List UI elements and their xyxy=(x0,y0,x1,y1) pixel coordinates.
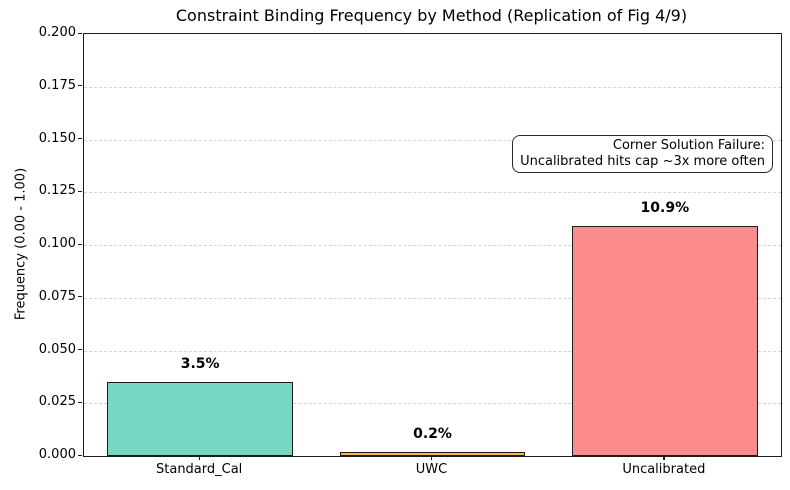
gridline xyxy=(84,403,781,405)
y-tick-mark xyxy=(78,85,82,87)
annotation-line-1: Corner Solution Failure: xyxy=(612,138,765,153)
gridline xyxy=(84,245,781,246)
gridline xyxy=(84,350,781,352)
annotation-line-2: Uncalibrated hits cap ~3x more often xyxy=(520,153,765,169)
y-tick-label: 0.000 xyxy=(38,447,76,462)
y-tick-label: 0.200 xyxy=(38,25,76,40)
y-tick-label: 0.025 xyxy=(38,394,76,410)
gridline xyxy=(84,139,781,141)
y-tick-label: 0.075 xyxy=(38,288,76,304)
bar-uncalibrated xyxy=(571,226,758,456)
bar-standard_cal xyxy=(107,382,294,456)
y-tick-label: 0.050 xyxy=(38,341,76,357)
y-tick-mark xyxy=(78,401,82,403)
x-tick-label: Standard_Cal xyxy=(156,462,243,477)
y-tick-mark xyxy=(78,138,82,140)
gridline xyxy=(84,192,781,194)
y-tick-mark xyxy=(78,349,82,351)
gridline xyxy=(84,297,781,299)
y-tick-mark xyxy=(78,296,82,298)
bar-value-label: 10.9% xyxy=(640,200,690,217)
plot-area: 3.5% 0.2% 10.9% xyxy=(83,33,782,457)
gridline xyxy=(84,86,781,88)
x-tick-label: UWC xyxy=(415,462,448,477)
y-tick-mark xyxy=(78,190,82,192)
y-tick-mark xyxy=(78,32,82,34)
bar-value-label: 0.2% xyxy=(413,425,452,442)
y-tick-mark xyxy=(78,454,82,456)
chart-title: Constraint Binding Frequency by Method (… xyxy=(175,6,688,25)
y-tick-mark xyxy=(78,243,82,245)
y-tick-label: 0.125 xyxy=(38,183,76,199)
y-tick-label: 0.175 xyxy=(38,77,76,93)
annotation-box: Corner Solution Failure: Uncalibrated hi… xyxy=(512,135,773,173)
y-tick-label: 0.100 xyxy=(38,236,76,251)
bar-value-label: 3.5% xyxy=(180,356,220,373)
x-tick-label: Uncalibrated xyxy=(622,462,706,477)
bar-uwc xyxy=(339,451,526,456)
x-tick-mark xyxy=(663,456,665,460)
x-tick-mark xyxy=(198,456,200,460)
x-tick-mark xyxy=(431,456,433,460)
y-tick-label: 0.150 xyxy=(38,130,76,146)
